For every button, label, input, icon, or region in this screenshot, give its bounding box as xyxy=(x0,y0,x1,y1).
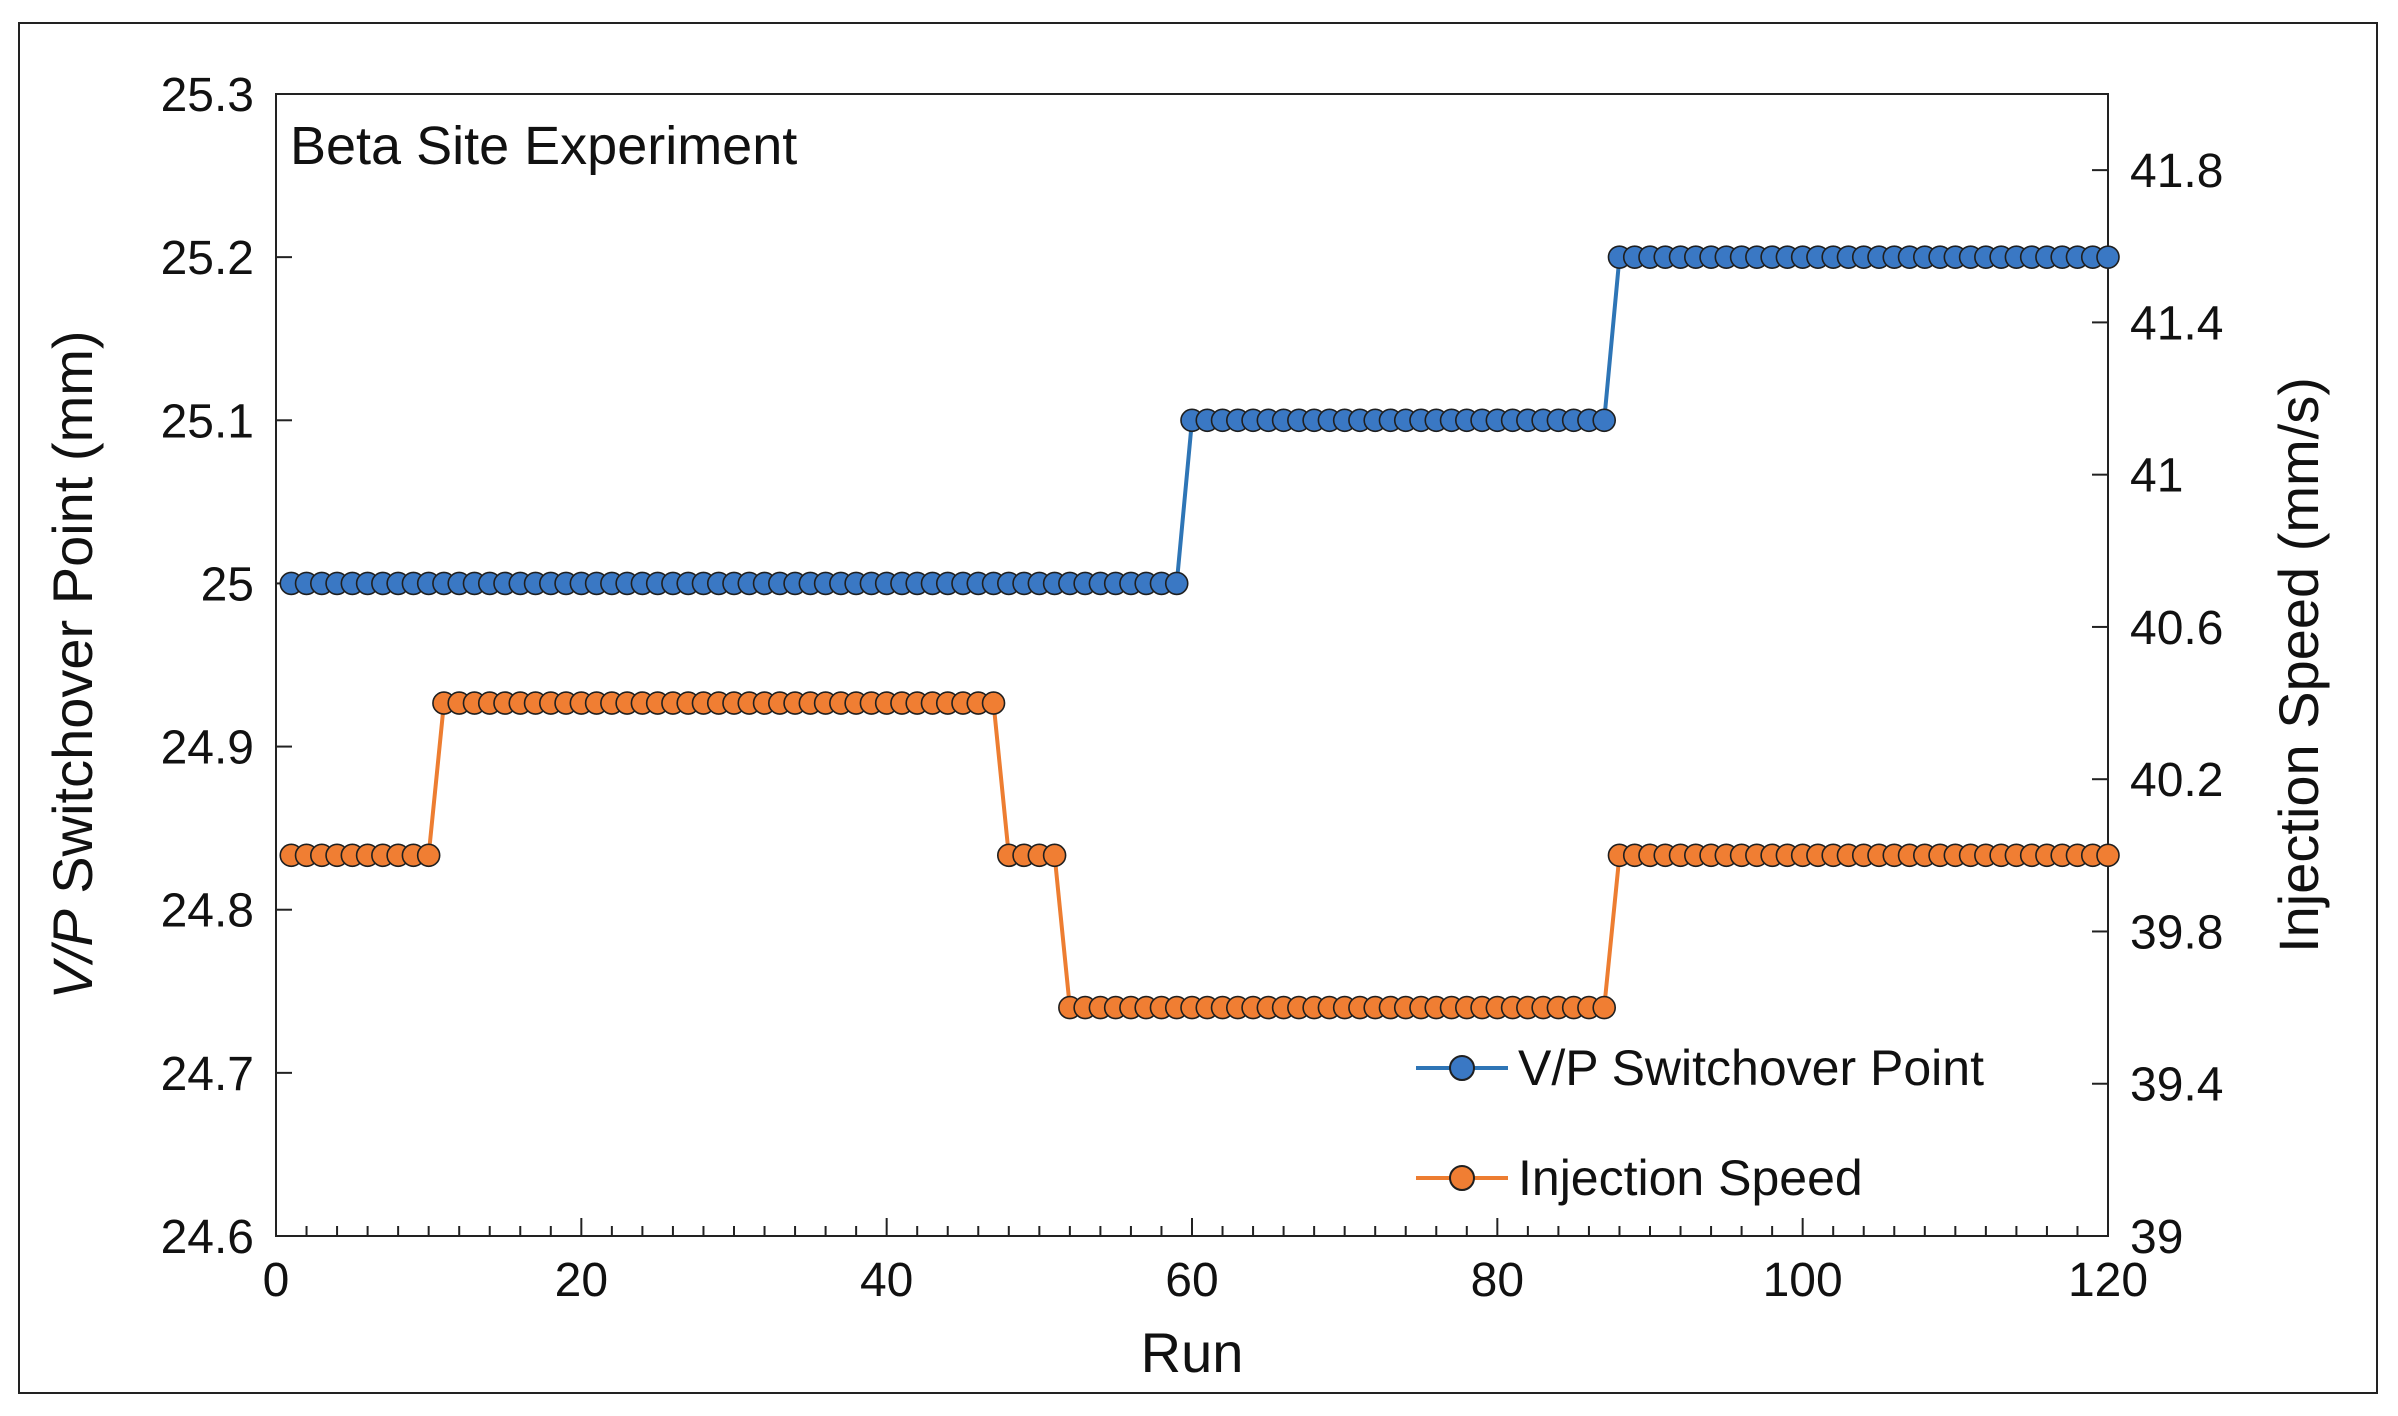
x-tick-label: 100 xyxy=(1763,1254,1843,1307)
legend: V/P Switchover Point Injection Speed xyxy=(1416,1040,1984,1206)
y-left-tick-label: 24.8 xyxy=(161,885,254,938)
x-tick-label: 20 xyxy=(555,1254,608,1307)
data-point xyxy=(416,843,441,868)
data-point xyxy=(1592,995,1616,1020)
y-axis-left-title-italic: V/P xyxy=(41,909,104,999)
x-tick-label: 40 xyxy=(860,1254,913,1307)
data-point xyxy=(981,691,1006,715)
y-left-tick-label: 25 xyxy=(201,558,254,611)
y-axis-left-title-rest: Switchover Point (mm) xyxy=(41,330,104,909)
y-right-tick-label: 41.4 xyxy=(2130,297,2223,350)
x-tick-label: 80 xyxy=(1471,1254,1524,1307)
y-left-tick-label: 24.6 xyxy=(161,1211,254,1264)
legend-label-vp: V/P Switchover Point xyxy=(1518,1040,1984,1096)
y-left-tick-label: 25.3 xyxy=(161,69,254,122)
y-right-tick-label: 40.6 xyxy=(2130,602,2223,655)
series-layer xyxy=(279,245,2120,1020)
data-point xyxy=(2096,843,2120,868)
legend-marker-injection xyxy=(1449,1165,1475,1191)
plot-area xyxy=(275,93,2109,1237)
data-point xyxy=(2096,245,2120,269)
y-right-tick-label: 41.8 xyxy=(2130,145,2223,198)
y-left-tick-label: 25.2 xyxy=(161,232,254,285)
x-tick-label: 0 xyxy=(263,1254,290,1307)
y-right-tick-label: 39.4 xyxy=(2130,1059,2223,1112)
data-point xyxy=(1164,571,1189,596)
y-right-tick-label: 39.8 xyxy=(2130,906,2223,959)
legend-marker-vp xyxy=(1449,1055,1475,1081)
legend-label-injection: Injection Speed xyxy=(1518,1150,1863,1206)
series-injection-speed xyxy=(279,691,2120,1020)
axes: 0 20 40 60 80 100 120 24.6 24.7 24.8 24.9 25 25.1 25.… xyxy=(161,69,2224,1307)
y-left-tick-label: 24.9 xyxy=(161,722,254,775)
x-tick-label: 120 xyxy=(2068,1254,2148,1307)
x-tick-label: 60 xyxy=(1165,1254,1218,1307)
y-right-tick-label: 40.2 xyxy=(2130,754,2223,807)
chart-title: Beta Site Experiment xyxy=(290,116,797,176)
y-left-tick-label: 24.7 xyxy=(161,1048,254,1101)
data-point xyxy=(1042,843,1067,868)
chart-frame xyxy=(18,22,2378,1394)
y-right-tick-label: 41 xyxy=(2130,450,2183,503)
y-axis-right-title: Injection Speed (mm/s) xyxy=(2267,377,2330,953)
y-axis-left-title: V/P Switchover Point (mm) xyxy=(41,330,104,999)
data-point xyxy=(1592,408,1616,433)
y-left-tick-label: 25.1 xyxy=(161,395,254,448)
x-axis-title: Run xyxy=(1141,1321,1244,1384)
series-vp-switchover xyxy=(279,245,2120,596)
y-right-tick-label: 39 xyxy=(2130,1211,2183,1264)
